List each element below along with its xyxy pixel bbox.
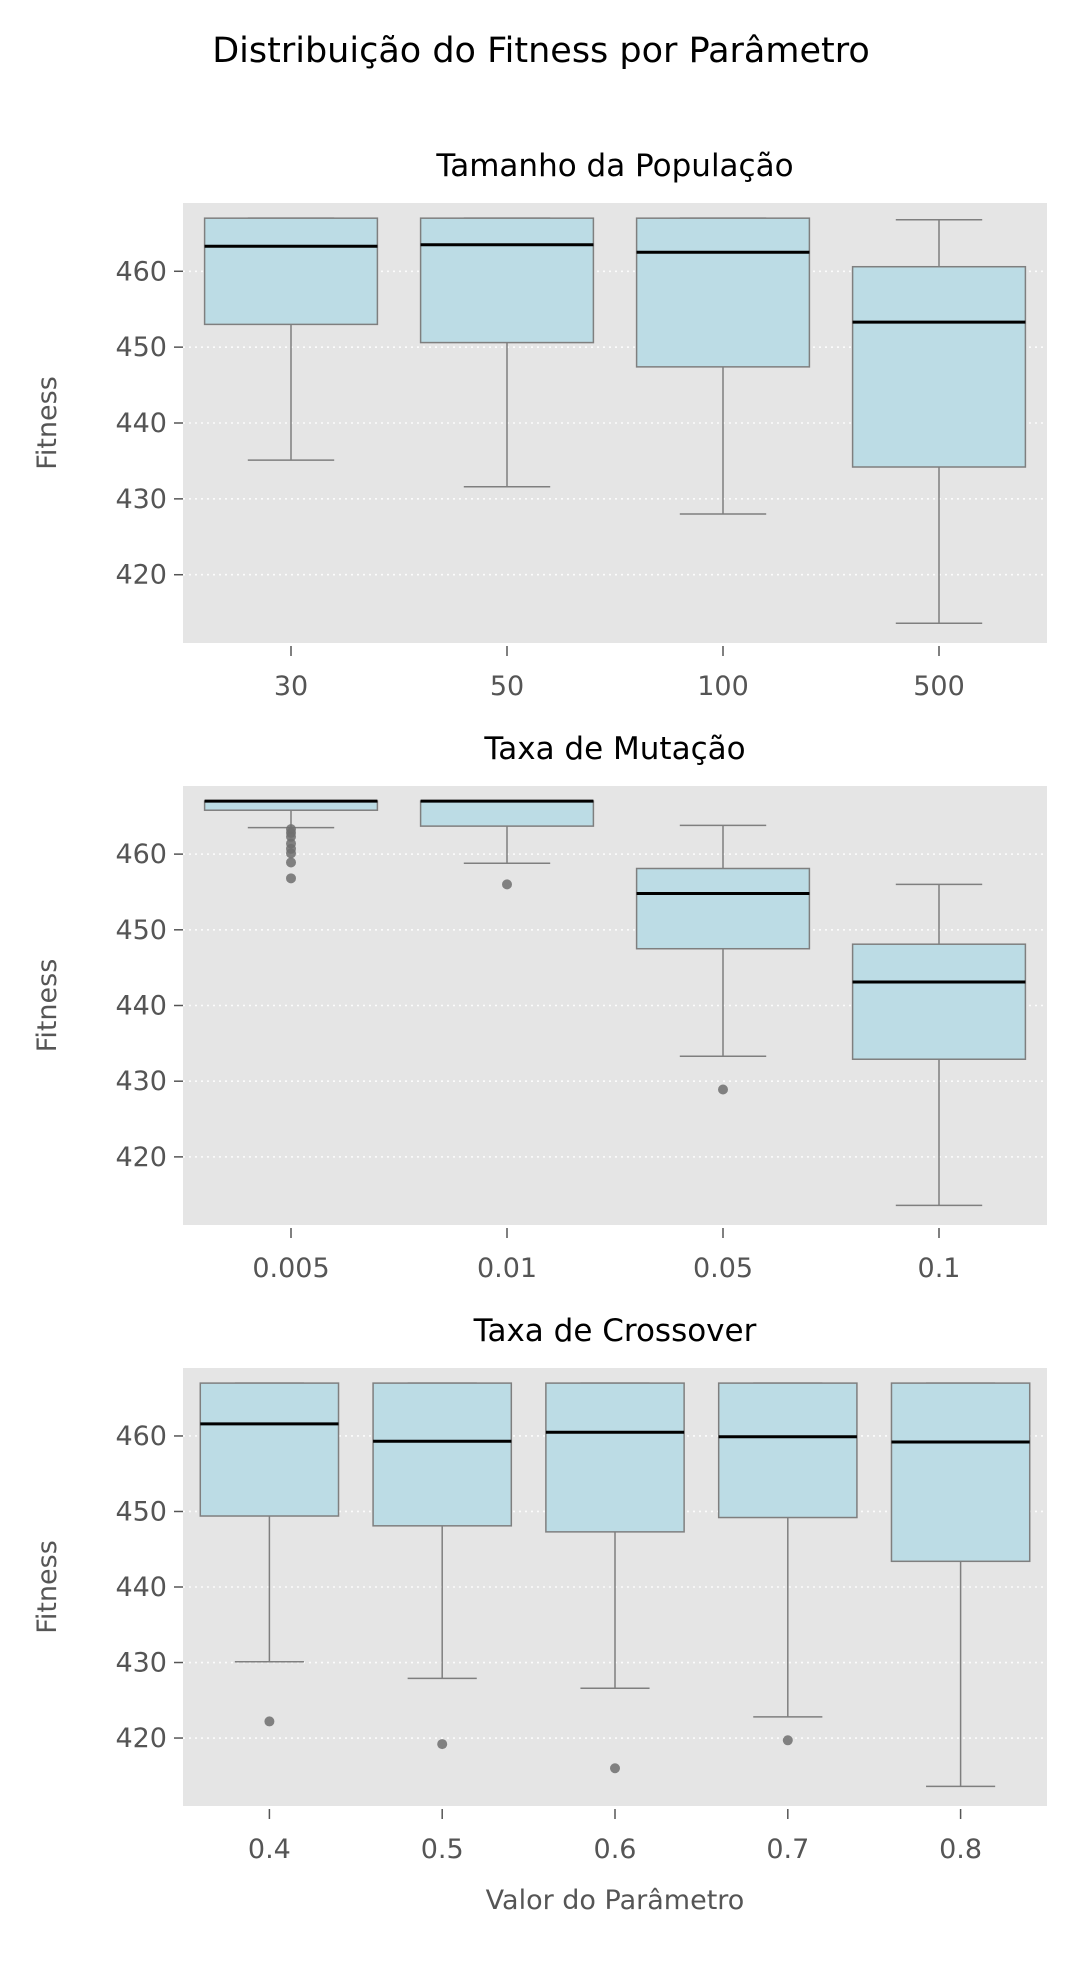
y-tick-label: 450 <box>115 1496 167 1527</box>
y-tick-label: 420 <box>115 1142 167 1173</box>
box-body <box>851 943 1027 1060</box>
panel-2: 420 430 440 450 460 Fitness Taxa de Mutação 0.0… <box>32 731 1047 1284</box>
x-tick-label: 0.8 <box>939 1834 982 1865</box>
x-tick-label: 0.05 <box>693 1253 753 1284</box>
panels: 420 430 440 450 460 Fitness Tamanho da Populaç… <box>32 148 1047 1916</box>
x-axis-label: Valor do Parâmetro <box>486 1885 745 1916</box>
x-tick-label: 0.1 <box>918 1253 961 1284</box>
box-0.8 <box>890 1382 1031 1788</box>
outlier-point <box>502 879 512 890</box>
box-body <box>717 1382 858 1519</box>
box-body <box>851 265 1027 468</box>
y-tick-label: 430 <box>115 1648 167 1679</box>
box-body <box>199 1382 340 1517</box>
x-tick-label: 0.005 <box>252 1253 329 1284</box>
box-body <box>203 217 379 326</box>
y-tick-label: 440 <box>115 991 167 1022</box>
outlier-point <box>286 857 296 868</box>
y-tick-label: 450 <box>115 915 167 946</box>
box-0.05 <box>635 824 811 1095</box>
y-tick-label: 440 <box>115 408 167 439</box>
box-body <box>635 867 811 950</box>
box-body <box>545 1382 685 1533</box>
y-axis-label: Fitness <box>32 376 63 470</box>
y-tick-label: 460 <box>115 1421 167 1452</box>
outlier-point <box>437 1739 448 1750</box>
box-0.4 <box>199 1382 340 1727</box>
x-tick-label: 0.7 <box>766 1834 809 1865</box>
box-body <box>372 1382 513 1527</box>
outlier-point <box>610 1763 620 1774</box>
x-tick-label: 100 <box>697 671 749 702</box>
x-tick-label: 0.01 <box>477 1253 537 1284</box>
x-tick-label: 50 <box>490 671 524 702</box>
x-tick-label: 0.5 <box>421 1834 464 1865</box>
y-axis-label: Fitness <box>32 1540 63 1634</box>
box-body <box>419 800 595 827</box>
y-tick-label: 460 <box>115 256 167 287</box>
outlier-point <box>264 1716 275 1727</box>
outlier-point <box>782 1735 793 1746</box>
box-body <box>419 217 595 344</box>
box-30 <box>203 217 379 461</box>
x-tick-label: 0.6 <box>594 1834 637 1865</box>
outlier-point <box>286 873 296 884</box>
box-500 <box>851 218 1027 625</box>
box-0.6 <box>545 1382 685 1774</box>
box-body <box>635 217 811 368</box>
box-0.1 <box>851 883 1027 1207</box>
box-0.5 <box>372 1382 513 1750</box>
y-tick-label: 460 <box>115 839 167 870</box>
panel-1: 420 430 440 450 460 Fitness Tamanho da Populaç… <box>32 148 1047 702</box>
outlier-point <box>718 1084 728 1095</box>
box-0.01 <box>419 799 595 890</box>
y-tick-label: 420 <box>115 1723 167 1754</box>
box-50 <box>419 217 595 488</box>
panel-title: Tamanho da População <box>435 148 793 184</box>
y-tick-label: 440 <box>115 1572 167 1603</box>
box-0.7 <box>717 1382 858 1746</box>
panel-title: Taxa de Crossover <box>473 1313 757 1349</box>
panel-title: Taxa de Mutação <box>483 731 745 767</box>
box-100 <box>635 217 811 515</box>
x-tick-label: 500 <box>913 671 965 702</box>
y-tick-label: 420 <box>115 560 167 591</box>
y-tick-label: 450 <box>115 332 167 363</box>
x-tick-label: 30 <box>274 671 308 702</box>
box-0.005 <box>203 799 379 884</box>
box-body <box>890 1382 1031 1563</box>
outlier-point <box>286 848 296 859</box>
figure-title: Distribuição do Fitness por Parâmetro <box>212 31 870 71</box>
y-axis-label: Fitness <box>32 959 63 1053</box>
y-tick-label: 430 <box>115 484 167 515</box>
x-tick-label: 0.4 <box>248 1834 291 1865</box>
y-tick-label: 430 <box>115 1066 167 1097</box>
panel-3: 420 430 440 450 460 Fitness Taxa de Crossover 0… <box>32 1313 1047 1916</box>
